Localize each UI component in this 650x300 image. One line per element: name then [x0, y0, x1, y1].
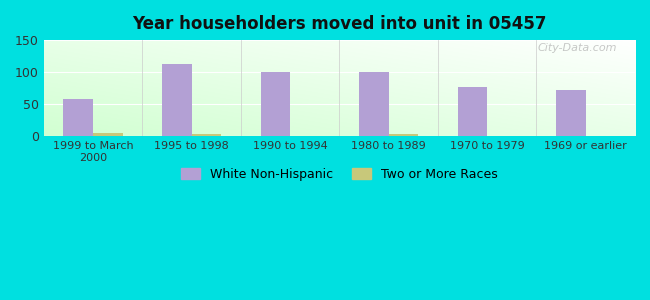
Bar	[261, 71, 290, 136]
Bar	[64, 99, 93, 136]
Title: Year householders moved into unit in 05457: Year householders moved into unit in 054…	[132, 15, 547, 33]
Bar	[389, 134, 418, 136]
Bar	[458, 87, 488, 136]
Bar	[556, 90, 586, 136]
Text: City-Data.com: City-Data.com	[538, 43, 618, 53]
Bar	[162, 64, 192, 136]
Legend: White Non-Hispanic, Two or More Races: White Non-Hispanic, Two or More Races	[176, 163, 502, 186]
Bar	[93, 133, 123, 136]
Bar	[359, 72, 389, 136]
Bar	[192, 134, 221, 136]
